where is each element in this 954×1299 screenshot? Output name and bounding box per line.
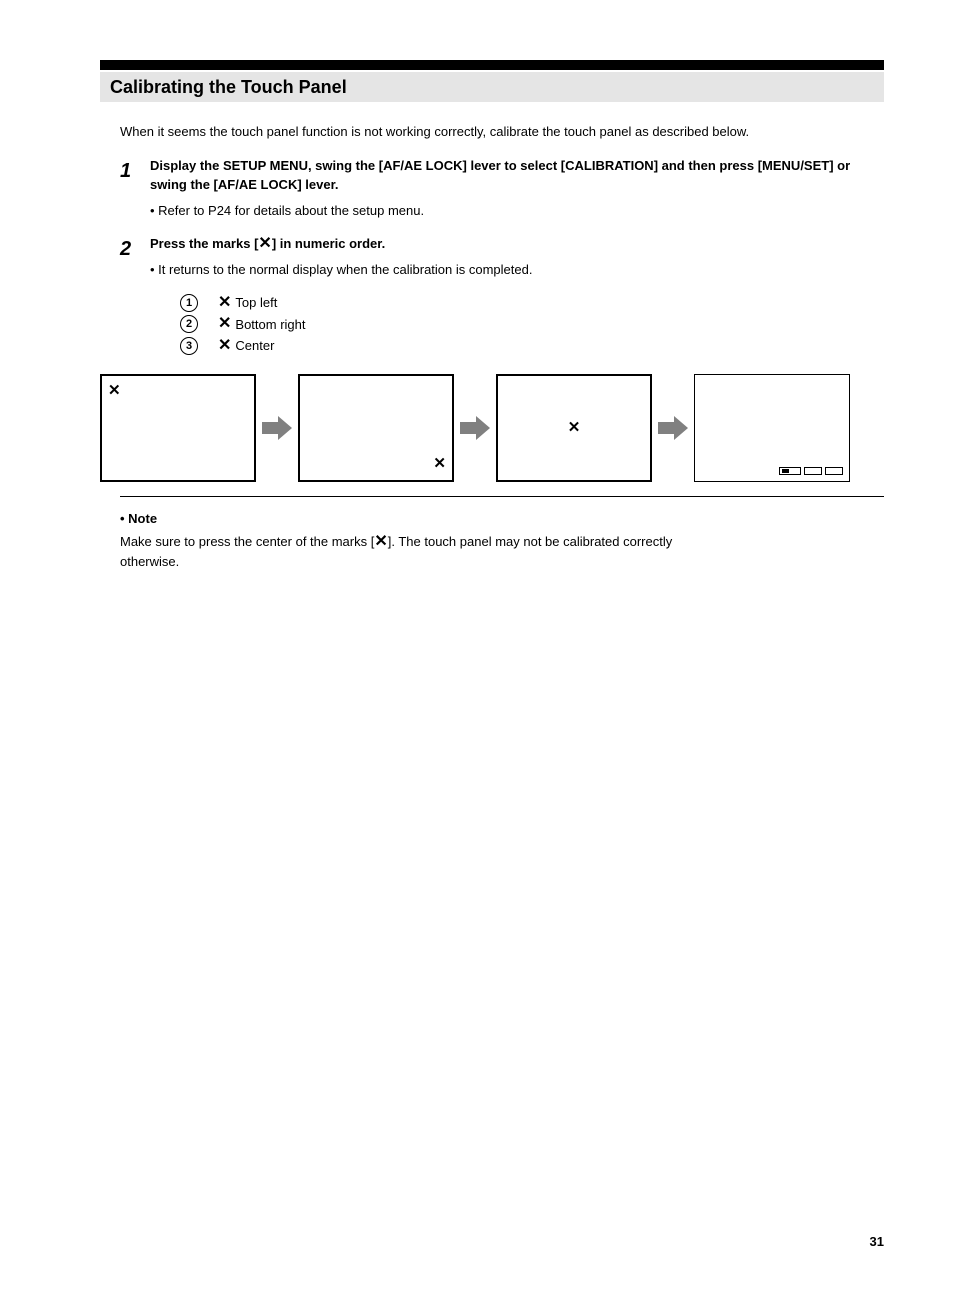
- step1-bullet: • Refer to P24 for details about the set…: [150, 201, 884, 221]
- step2-number: 2: [120, 234, 138, 279]
- calib-row: 1 ✕ Top left: [120, 293, 884, 313]
- circled-number-icon: 1: [180, 294, 198, 312]
- intro-text: When it seems the touch panel function i…: [120, 122, 884, 142]
- diagram-step-3: ✕: [496, 374, 652, 482]
- x-mark-icon: ✕: [258, 235, 271, 252]
- note-line1-after: ]. The touch panel may not be calibrated…: [388, 534, 672, 549]
- x-mark-icon: ✕: [108, 380, 121, 403]
- separator-rule: [120, 496, 884, 497]
- circled-number-icon: 2: [180, 315, 198, 333]
- calibration-diagram: ✕ ✕ ✕: [100, 374, 884, 482]
- calib-pos: Center: [235, 336, 274, 356]
- diagram-normal-display: [694, 374, 850, 482]
- calib-pos: Top left: [235, 293, 277, 313]
- calib-row: 2 ✕ Bottom right: [120, 315, 884, 335]
- calibration-order-list: 1 ✕ Top left 2 ✕ Bottom right 3 ✕ Center: [120, 293, 884, 356]
- x-mark-icon: ✕: [568, 416, 581, 439]
- arrow-right-icon: [658, 416, 688, 440]
- x-mark-icon: ✕: [433, 453, 446, 476]
- status-bar-icon: [804, 467, 822, 475]
- section-title: Calibrating the Touch Panel: [100, 72, 884, 102]
- page-number: 31: [870, 1234, 884, 1249]
- status-bar-icon: [825, 467, 843, 475]
- arrow-right-icon: [262, 416, 292, 440]
- x-mark-icon: ✕: [218, 338, 231, 354]
- x-mark-icon: ✕: [218, 316, 231, 332]
- circled-number-icon: 3: [180, 337, 198, 355]
- diagram-step-1: ✕: [100, 374, 256, 482]
- x-mark-icon: ✕: [218, 295, 231, 311]
- diagram-step-2: ✕: [298, 374, 454, 482]
- step1-number: 1: [120, 156, 138, 221]
- step2-text-before: Press the marks [: [150, 236, 258, 251]
- x-mark-icon: ✕: [374, 533, 387, 550]
- step1-text: Display the SETUP MENU, swing the [AF/AE…: [150, 156, 884, 195]
- thick-rule: [100, 60, 884, 70]
- note-line2: otherwise.: [120, 552, 884, 572]
- step2-bullet: • It returns to the normal display when …: [150, 260, 884, 280]
- calib-pos: Bottom right: [235, 315, 305, 335]
- status-bar-icon: [779, 467, 801, 475]
- note-label: • Note: [120, 509, 884, 529]
- step2-text-after: ] in numeric order.: [272, 236, 385, 251]
- arrow-right-icon: [460, 416, 490, 440]
- note-line1-before: Make sure to press the center of the mar…: [120, 534, 374, 549]
- calib-row: 3 ✕ Center: [120, 336, 884, 356]
